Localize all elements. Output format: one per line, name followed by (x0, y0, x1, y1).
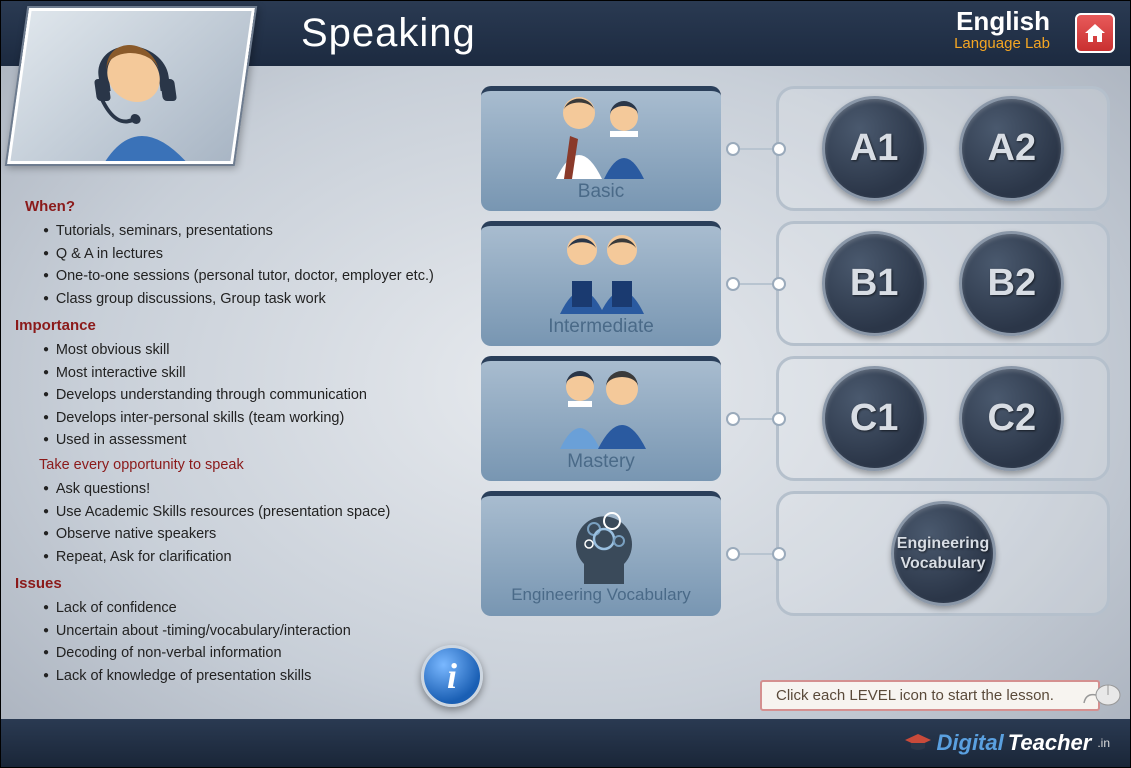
avatar-badge (6, 6, 276, 176)
section-heading-importance: Importance (15, 314, 451, 337)
issues-list: Lack of confidence Uncertain about -timi… (43, 597, 451, 687)
list-item: Lack of knowledge of presentation skills (43, 665, 451, 687)
level-button-b1[interactable]: B1 (822, 231, 927, 336)
level-label-basic: Basic (481, 181, 721, 203)
list-item: Repeat, Ask for clarification (43, 546, 451, 568)
footer-text-1: Digital (937, 730, 1004, 756)
footer-bar: DigitalTeacher .in (1, 719, 1130, 767)
info-button[interactable]: i (421, 645, 483, 707)
when-list: Tutorials, seminars, presentations Q & A… (43, 220, 451, 310)
list-item: Q & A in lectures (43, 243, 451, 265)
level-card-basic: Basic (481, 86, 721, 211)
level-button-c1[interactable]: C1 (822, 366, 927, 471)
footer-logo: DigitalTeacher .in (903, 730, 1111, 756)
level-row-mastery: Mastery C1 C2 (481, 356, 1110, 481)
mouse-icon (1082, 681, 1122, 709)
importance-callout: Take every opportunity to speak (39, 454, 451, 476)
list-item: Develops understanding through communica… (43, 384, 451, 406)
section-heading-when: When? (25, 195, 451, 218)
home-icon (1083, 21, 1107, 45)
list-item: Observe native speakers (43, 523, 451, 545)
level-label-engineering: Engineering Vocabulary (481, 586, 721, 605)
level-buttons-engineering: Engineering Vocabulary (776, 491, 1110, 616)
brand-line2: Language Lab (954, 36, 1050, 53)
level-button-a1[interactable]: A1 (822, 96, 927, 201)
list-item: Uncertain about -timing/vocabulary/inter… (43, 620, 451, 642)
level-buttons-intermediate: B1 B2 (776, 221, 1110, 346)
brand-block: English Language Lab (954, 7, 1050, 52)
level-button-engvocab[interactable]: Engineering Vocabulary (891, 501, 996, 606)
students-intermediate-icon (481, 226, 721, 314)
level-buttons-basic: A1 A2 (776, 86, 1110, 211)
level-button-c2[interactable]: C2 (959, 366, 1064, 471)
headset-avatar-icon (56, 21, 216, 166)
importance-list-2: Ask questions! Use Academic Skills resou… (43, 478, 451, 568)
list-item: Most interactive skill (43, 362, 451, 384)
graduation-cap-icon (903, 732, 933, 754)
level-row-engineering: Engineering Vocabulary Engineering Vocab… (481, 491, 1110, 616)
engineering-brain-icon (481, 496, 721, 584)
footer-text-2: Teacher (1008, 730, 1092, 756)
list-item: Class group discussions, Group task work (43, 288, 451, 310)
list-item: One-to-one sessions (personal tutor, doc… (43, 265, 451, 287)
level-card-intermediate: Intermediate (481, 221, 721, 346)
hint-message: Click each LEVEL icon to start the lesso… (760, 680, 1100, 711)
level-label-mastery: Mastery (481, 451, 721, 473)
students-mastery-icon (481, 361, 721, 449)
level-row-intermediate: Intermediate B1 B2 (481, 221, 1110, 346)
connector-line (736, 553, 776, 555)
brand-line1: English (954, 7, 1050, 36)
level-button-a2[interactable]: A2 (959, 96, 1064, 201)
level-button-b2[interactable]: B2 (959, 231, 1064, 336)
level-label-intermediate: Intermediate (481, 316, 721, 338)
list-item: Used in assessment (43, 429, 451, 451)
section-heading-issues: Issues (15, 572, 451, 595)
list-item: Lack of confidence (43, 597, 451, 619)
level-card-engineering: Engineering Vocabulary (481, 491, 721, 616)
levels-panel: Basic A1 A2 Intermediate B1 (471, 76, 1130, 717)
list-item: Tutorials, seminars, presentations (43, 220, 451, 242)
page-title: Speaking (301, 11, 476, 56)
connector-line (736, 418, 776, 420)
level-row-basic: Basic A1 A2 (481, 86, 1110, 211)
list-item: Ask questions! (43, 478, 451, 500)
list-item: Use Academic Skills resources (presentat… (43, 501, 451, 523)
footer-tld: .in (1097, 736, 1110, 750)
level-card-mastery: Mastery (481, 356, 721, 481)
connector-line (736, 148, 776, 150)
home-button[interactable] (1075, 13, 1115, 53)
list-item: Decoding of non-verbal information (43, 642, 451, 664)
info-icon: i (447, 655, 457, 697)
connector-line (736, 283, 776, 285)
level-buttons-mastery: C1 C2 (776, 356, 1110, 481)
list-item: Most obvious skill (43, 339, 451, 361)
list-item: Develops inter-personal skills (team wor… (43, 407, 451, 429)
students-basic-icon (481, 91, 721, 179)
importance-list: Most obvious skill Most interactive skil… (43, 339, 451, 451)
